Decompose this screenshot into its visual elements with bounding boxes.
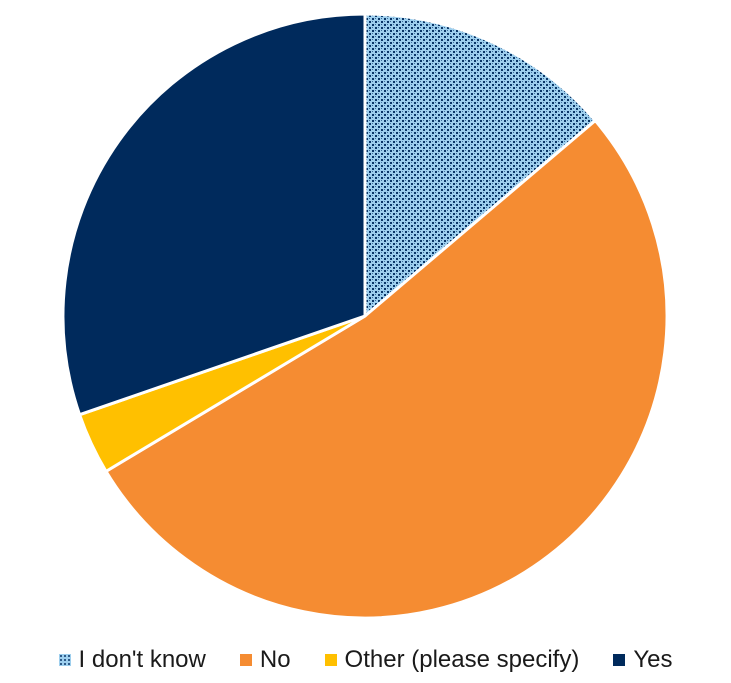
legend-swatch-other-please-specify: [324, 654, 337, 666]
legend: I don't know No Other (please specify) Yes: [0, 642, 731, 678]
legend-label: Other (please specify): [344, 646, 580, 673]
legend-label: I don't know: [78, 646, 206, 673]
pie-chart: [61, 12, 669, 620]
legend-swatch-i-don-t-know: [58, 654, 71, 666]
legend-swatch-no: [239, 654, 252, 666]
legend-item-no: No: [239, 646, 291, 674]
legend-label: Yes: [633, 646, 673, 673]
pie-slice-i-don-t-know: [363, 12, 597, 318]
legend-item-other-please-specify: Other (please specify): [324, 646, 580, 674]
pie-slices: [61, 12, 669, 620]
legend-item-i-don-t-know: I don't know: [58, 646, 206, 674]
legend-label: No: [259, 646, 291, 673]
legend-swatch-yes: [613, 654, 626, 666]
legend-item-yes: Yes: [613, 646, 672, 674]
pie-slice-yes: [61, 12, 367, 417]
pie-slice-no: [104, 119, 669, 620]
